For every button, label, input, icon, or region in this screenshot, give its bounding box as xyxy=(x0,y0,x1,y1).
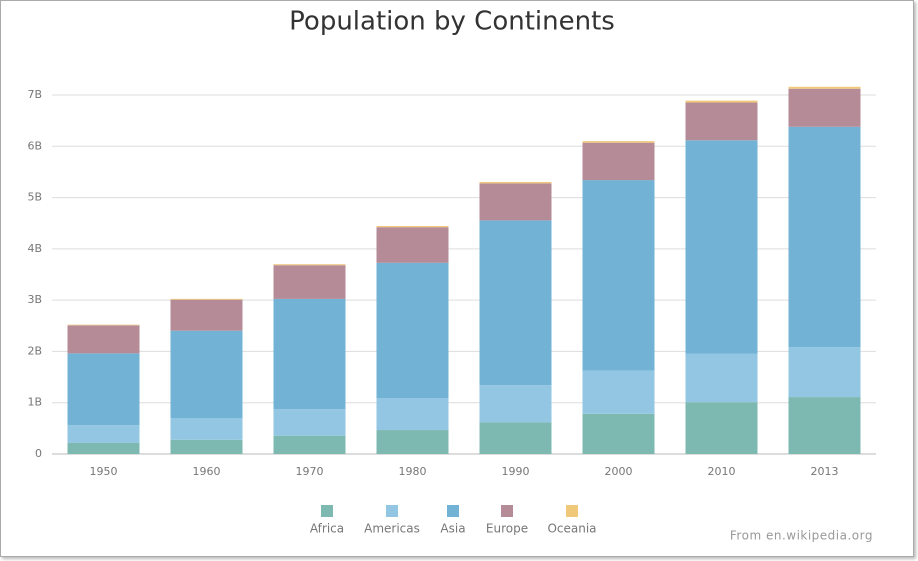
y-tick-label: 0 xyxy=(35,447,42,460)
y-tick-label: 6B xyxy=(27,139,42,152)
bar-segment xyxy=(170,298,243,300)
bar-segment xyxy=(273,265,346,299)
y-tick-label: 2B xyxy=(27,344,42,357)
bar-segment xyxy=(685,100,758,103)
bar-segment xyxy=(376,430,449,454)
bar-segment xyxy=(67,353,140,426)
legend-label: Africa xyxy=(310,522,344,536)
y-tick-label: 1B xyxy=(27,396,42,409)
bar-segment xyxy=(67,324,140,326)
bar-segment xyxy=(685,102,758,141)
bar-segment xyxy=(479,183,552,221)
bar-segment xyxy=(170,417,243,440)
bar-segment xyxy=(788,397,861,454)
y-tick-label: 3B xyxy=(27,293,42,306)
bar-segment xyxy=(273,435,346,454)
bar-segment xyxy=(376,227,449,263)
bar-segment xyxy=(170,439,243,454)
bar-segment xyxy=(479,385,552,423)
bar-segment xyxy=(582,142,655,181)
bar-segment xyxy=(788,126,861,348)
bar-segment xyxy=(376,225,449,228)
bar-segment xyxy=(479,422,552,454)
bar-segment xyxy=(170,330,243,418)
bar-segment xyxy=(582,180,655,371)
bar-segment xyxy=(273,409,346,436)
bar-segment xyxy=(685,353,758,403)
bar-segment xyxy=(479,181,552,184)
bar-segment xyxy=(788,86,861,89)
bar-segment xyxy=(582,413,655,454)
bar-segment xyxy=(273,298,346,410)
bar-segment xyxy=(67,442,140,454)
bar-segment xyxy=(582,141,655,143)
y-tick-label: 5B xyxy=(27,191,42,204)
legend-swatch xyxy=(501,505,513,517)
bar-segment xyxy=(788,88,861,127)
y-tick-label: 4B xyxy=(27,242,42,255)
bar-segment xyxy=(685,140,758,354)
legend-swatch xyxy=(566,505,578,517)
legend-swatch xyxy=(447,505,459,517)
bar-segment xyxy=(67,325,140,354)
x-tick-label: 1980 xyxy=(399,465,427,478)
source-note: From en.wikipedia.org xyxy=(730,529,873,543)
x-tick-label: 2010 xyxy=(708,465,736,478)
legend-label: Europe xyxy=(486,522,528,536)
legend-label: Americas xyxy=(364,522,420,536)
bar-segment xyxy=(582,370,655,414)
legend-swatch xyxy=(386,505,398,517)
bar-segment xyxy=(376,262,449,399)
bar-segment xyxy=(479,220,552,386)
x-tick-label: 1970 xyxy=(296,465,324,478)
bar-segment xyxy=(788,347,861,398)
chart-title: Population by Continents xyxy=(289,7,615,37)
y-tick-label: 7B xyxy=(27,88,42,101)
legend-swatch xyxy=(321,505,333,517)
x-tick-label: 2000 xyxy=(605,465,633,478)
bar-segment xyxy=(685,402,758,454)
x-tick-label: 2013 xyxy=(811,465,839,478)
bar-segment xyxy=(376,398,449,431)
bar-segment xyxy=(170,299,243,331)
bar-segment xyxy=(273,264,346,266)
x-tick-label: 1950 xyxy=(90,465,118,478)
legend-label: Asia xyxy=(440,522,465,536)
bar-segment xyxy=(67,425,140,443)
x-tick-label: 1990 xyxy=(502,465,530,478)
legend-label: Oceania xyxy=(547,522,596,536)
x-tick-label: 1960 xyxy=(193,465,221,478)
